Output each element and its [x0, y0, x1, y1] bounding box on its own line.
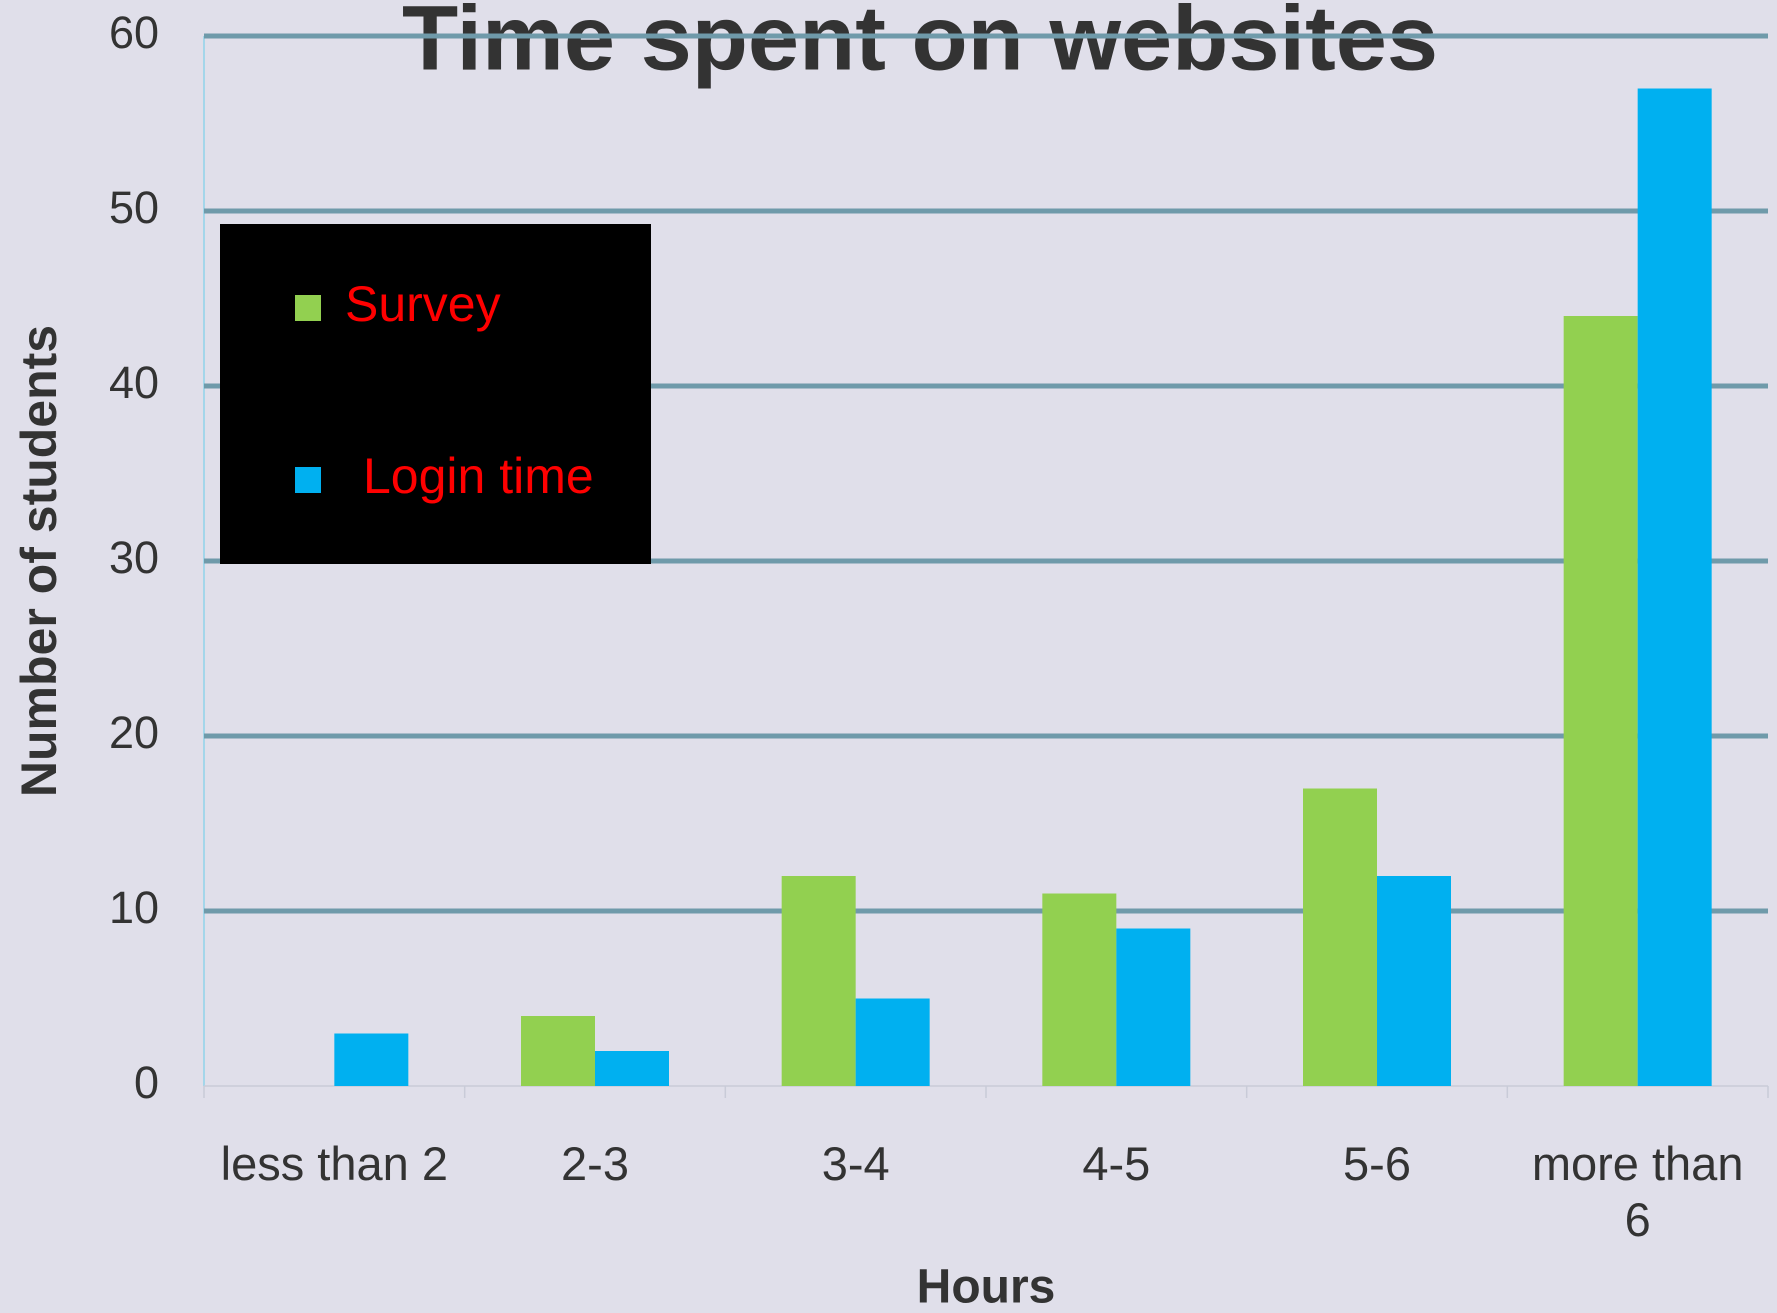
legend-swatch [295, 467, 321, 493]
legend-label: Login time [363, 448, 594, 504]
x-tick-label: 2-3 [561, 1137, 629, 1190]
y-tick-label: 50 [109, 182, 159, 233]
bar [1303, 788, 1377, 1086]
bar [521, 1016, 595, 1086]
y-axis-label: Number of students [11, 325, 67, 797]
legend-label: Survey [345, 276, 501, 332]
y-tick-label: 30 [109, 532, 159, 583]
x-tick-label: 3-4 [821, 1137, 890, 1190]
legend-box [220, 224, 651, 564]
x-tick-label: 4-5 [1082, 1137, 1151, 1190]
x-tick-label: more than 6 [1531, 1137, 1744, 1246]
bar [1116, 928, 1191, 1086]
y-tick-label: 10 [109, 882, 159, 933]
x-tick-label: less than 2 [220, 1137, 448, 1190]
y-tick-label: 60 [109, 7, 159, 58]
bar [1563, 316, 1638, 1086]
legend: Survey Login time [220, 224, 651, 564]
bar [1377, 876, 1451, 1086]
bar [1042, 893, 1117, 1086]
x-tick-label: 5-6 [1343, 1137, 1411, 1190]
bar [855, 998, 930, 1086]
y-tick-label: 0 [134, 1057, 159, 1108]
bar [1637, 88, 1712, 1086]
y-tick-label: 20 [109, 707, 159, 758]
bar [781, 876, 856, 1086]
bar [334, 1033, 409, 1086]
legend-swatch [295, 295, 321, 321]
y-tick-label: 40 [109, 357, 159, 408]
x-axis-label: Hours [917, 1261, 1056, 1313]
bar [595, 1051, 669, 1086]
chart-title: Time spent on websites [402, 0, 1438, 89]
